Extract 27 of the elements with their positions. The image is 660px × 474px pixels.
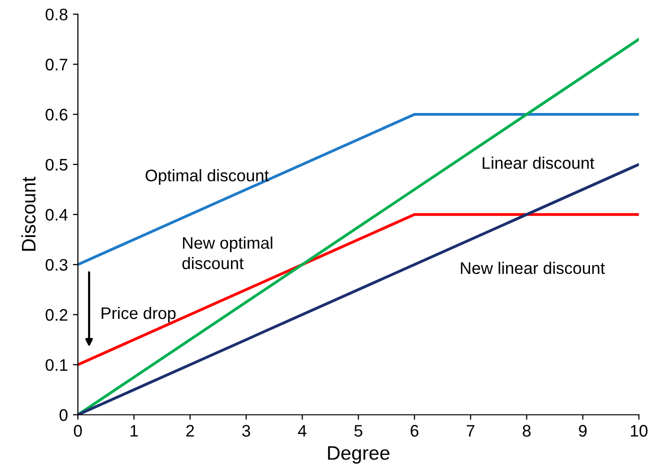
x-tick-label: 10 — [630, 424, 648, 437]
y-tick-label: 0.7 — [46, 58, 68, 70]
x-tick-label: 8 — [522, 424, 531, 437]
series-label: New optimal discount — [182, 236, 272, 270]
y-tick-label: 0.4 — [46, 208, 68, 221]
annotation: Price drop — [102, 306, 176, 322]
x-tick-label: 6 — [410, 424, 418, 437]
x-tick-label: 4 — [298, 425, 306, 437]
series-label: New linear discount — [460, 262, 605, 274]
x-tick-label: 7 — [466, 425, 474, 437]
series-label: Optimal discount — [146, 169, 269, 185]
series-label: Linear discount — [482, 156, 594, 169]
x-tick-label: 9 — [578, 424, 587, 437]
y-tick-label: 0.8 — [46, 8, 68, 20]
y-axis-title: Discount — [21, 176, 36, 251]
y-tick-label: 0 — [60, 409, 68, 421]
y-tick-label: 0.2 — [46, 309, 68, 321]
x-tick-label: 0 — [74, 424, 82, 437]
y-tick-label: 0.1 — [46, 359, 68, 371]
x-axis-title: Degree — [328, 446, 390, 464]
y-tick-label: 0.3 — [46, 258, 68, 271]
x-tick-label: 2 — [186, 424, 194, 437]
x-tick-label: 3 — [242, 424, 250, 437]
x-tick-label: 5 — [354, 425, 362, 437]
y-tick-label: 0.6 — [46, 108, 68, 121]
x-tick-label: 1 — [130, 425, 138, 437]
y-tick-label: 0.5 — [46, 158, 68, 171]
